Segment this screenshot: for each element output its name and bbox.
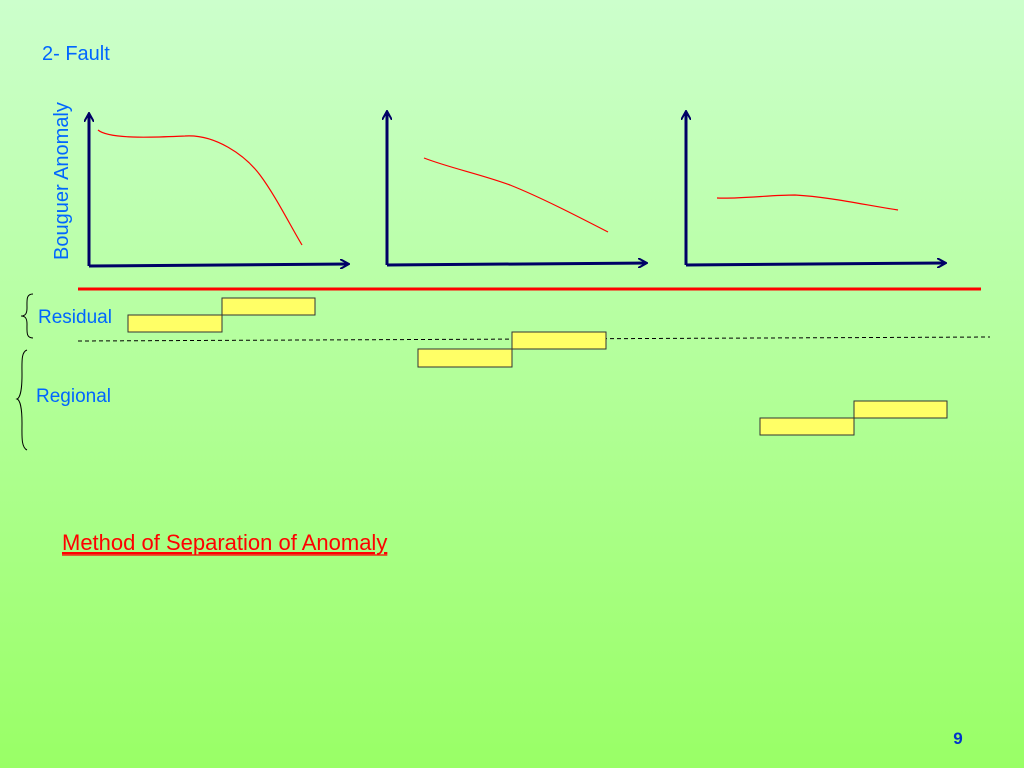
block	[417, 348, 513, 368]
residual-label: Residual	[38, 307, 112, 328]
braces	[15, 293, 34, 451]
x-axis	[386, 263, 646, 265]
curve	[716, 194, 899, 211]
curve	[97, 129, 303, 246]
caption: Method of Separation of Anomaly	[62, 530, 387, 555]
page-number: 9	[953, 729, 962, 748]
x-axis	[88, 264, 348, 266]
x-axis	[685, 263, 945, 265]
blocks	[127, 297, 948, 436]
block	[221, 297, 316, 316]
brace	[20, 293, 34, 339]
curves	[97, 129, 899, 246]
heading: 2- Fault	[42, 43, 110, 65]
block	[853, 400, 948, 419]
block	[511, 331, 607, 350]
axes	[89, 112, 945, 266]
brace	[15, 349, 28, 451]
block	[127, 314, 223, 333]
block	[759, 417, 855, 436]
axis-label: Bouguer Anomaly	[51, 102, 73, 260]
curve	[423, 157, 609, 233]
regional-label: Regional	[36, 386, 111, 407]
